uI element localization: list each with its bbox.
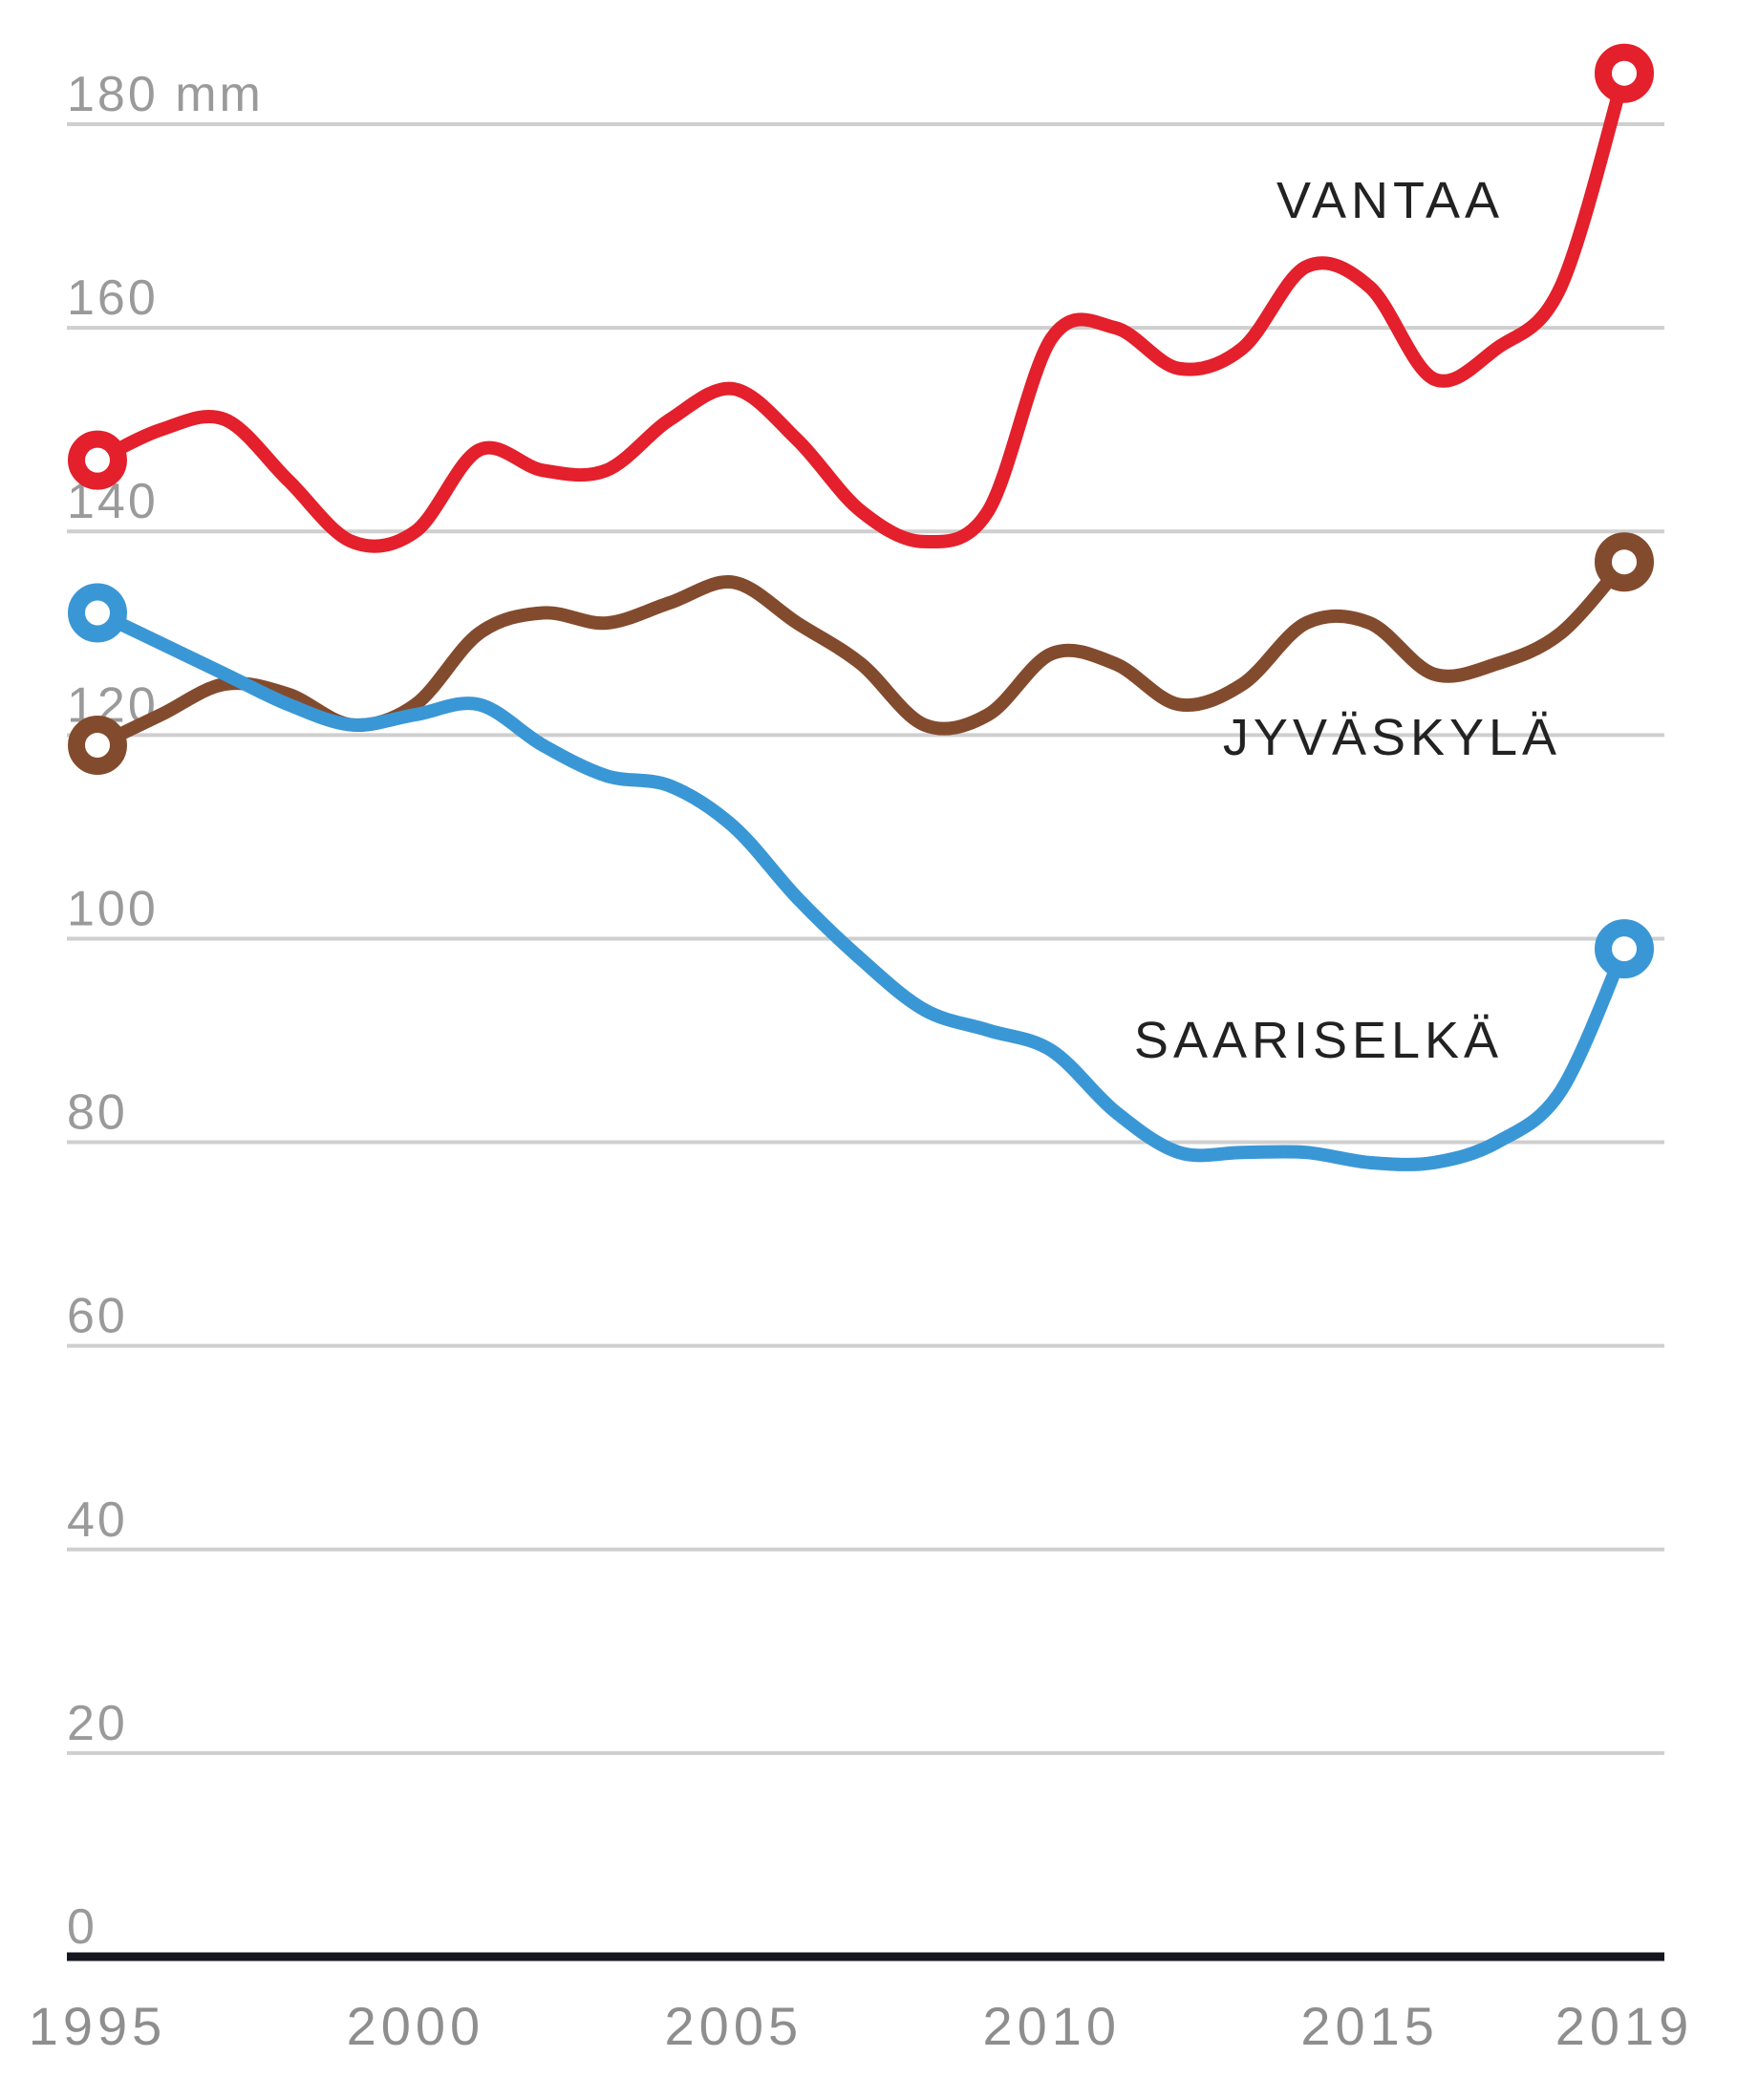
series-labels: VANTAA JYVÄSKYLÄ SAARISELKÄ — [1134, 172, 1561, 1069]
x-tick-label-2015: 2015 — [1300, 1996, 1439, 2056]
y-tick-label-60: 60 — [67, 1289, 128, 1344]
endpoint-marker-jyvaskyla-1995 — [68, 715, 127, 775]
series-lines — [68, 43, 1654, 1171]
y-tick-label-0: 0 — [67, 1899, 97, 1955]
x-tick-label-2010: 2010 — [982, 1996, 1121, 2056]
x-tick-label-2000: 2000 — [347, 1996, 485, 2056]
series-label-saariselka: SAARISELKÄ — [1134, 1012, 1503, 1069]
x-tick-label-1995: 1995 — [29, 1996, 167, 2056]
endpoint-marker-saariselka-2019 — [1595, 919, 1654, 979]
x-tick-label-2005: 2005 — [665, 1996, 804, 2056]
y-tick-label-40: 40 — [67, 1492, 128, 1548]
y-tick-label-100: 100 — [67, 881, 159, 936]
y-tick-label-80: 80 — [67, 1085, 128, 1141]
endpoint-marker-vantaa-1995 — [68, 430, 127, 490]
endpoint-marker-vantaa-2019 — [1595, 43, 1654, 103]
y-tick-label-180: 180 mm — [67, 67, 264, 122]
endpoint-marker-jyvaskyla-2019 — [1595, 532, 1654, 592]
series-line-saariselka — [91, 606, 1631, 1171]
y-tick-label-160: 160 — [67, 270, 159, 326]
x-tick-label-2019: 2019 — [1555, 1996, 1694, 2056]
series-label-jyvaskyla: JYVÄSKYLÄ — [1223, 709, 1561, 766]
series-label-vantaa: VANTAA — [1276, 172, 1504, 229]
series-line-vantaa — [91, 66, 1631, 553]
y-tick-label-20: 20 — [67, 1696, 128, 1751]
x-axis-tick-labels: 1995 2000 2005 2010 2015 2019 — [29, 1996, 1694, 2056]
endpoint-marker-saariselka-1995 — [68, 583, 127, 643]
